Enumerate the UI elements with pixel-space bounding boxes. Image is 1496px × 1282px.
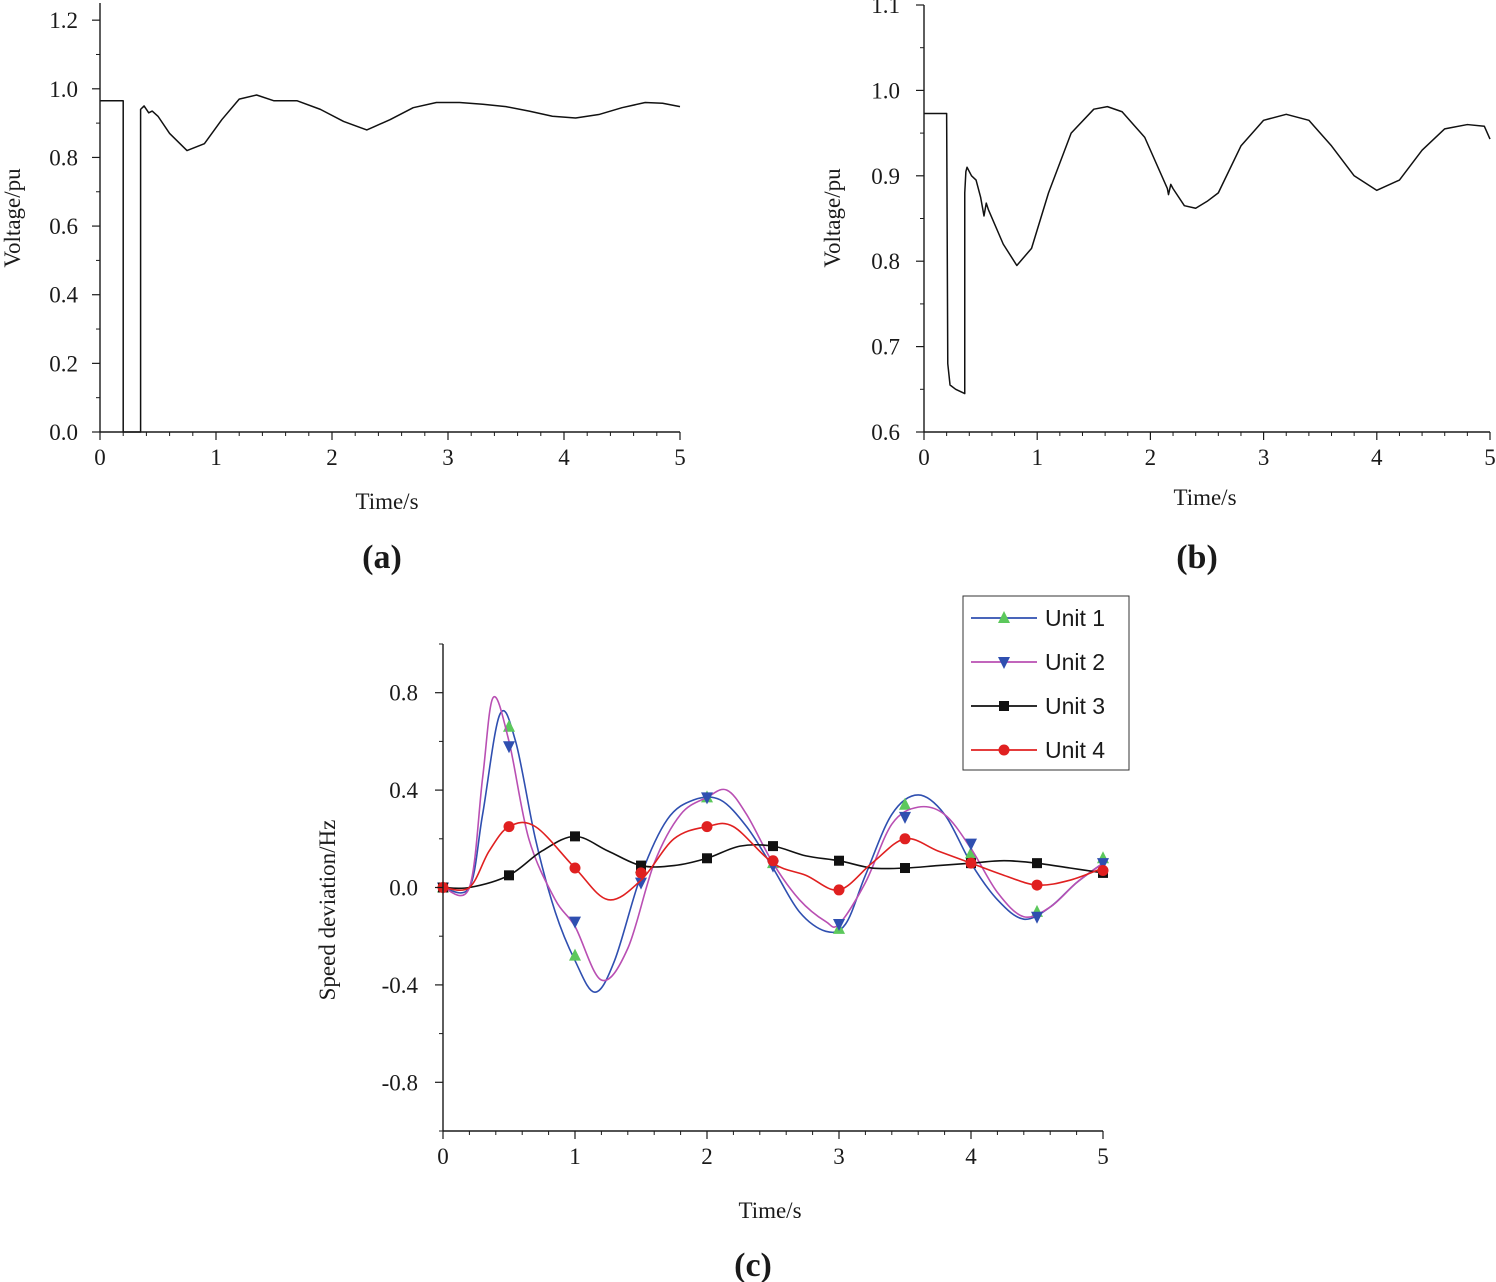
y-tick-label-b: 0.6: [871, 420, 900, 445]
data-point-c-1: [899, 797, 911, 810]
x-tick-label-a: 4: [558, 445, 570, 470]
y-axis-title-a: Voltage/pu: [0, 168, 25, 268]
chart-panel-a: 0 1 2 3 4 5 0.0 0.2 0.4 0.6 0.8 1.0 1.2 Time/s Volta…: [0, 3, 686, 576]
legend-marker-3: [999, 701, 1009, 711]
data-point-c-2: [503, 741, 515, 754]
x-axis-title-b: Time/s: [1173, 485, 1236, 510]
x-tick-label-b: 3: [1258, 445, 1270, 470]
chart-panel-b: 0 1 2 3 4 5 0.6 0.7 0.8 0.9 1.0 1.1 Time/s Voltage/…: [820, 0, 1496, 576]
y-tick-label-a: 0.0: [49, 420, 78, 445]
data-point-c-3: [768, 841, 778, 852]
data-point-c-4: [503, 821, 515, 833]
data-point-c-4: [701, 821, 713, 833]
y-tick-label-a: 0.6: [49, 214, 78, 239]
data-point-c-3: [504, 870, 514, 881]
y-tick-label-b: 0.7: [871, 335, 900, 360]
data-point-c-4: [767, 855, 779, 867]
y-axis-title-b: Voltage/pu: [820, 168, 845, 268]
y-tick-label-b: 1.0: [871, 78, 900, 103]
legend-label-3: Unit 3: [1045, 693, 1105, 719]
x-tick-label-a: 1: [210, 445, 222, 470]
data-point-c-4: [899, 833, 911, 845]
y-tick-label-c: -0.8: [382, 1070, 418, 1095]
y-tick-label-b: 0.8: [871, 249, 900, 274]
y-tick-label-a: 0.8: [49, 145, 78, 170]
data-point-c-1: [569, 948, 581, 961]
y-tick-label-a: 0.4: [49, 283, 78, 308]
series-line-c-4: [442, 821, 1104, 901]
legend-box: [962, 595, 1130, 771]
data-point-c-2: [701, 792, 713, 805]
data-point-c-3: [834, 855, 844, 866]
legend-marker-1: [998, 611, 1010, 623]
x-tick-label-a: 0: [94, 445, 106, 470]
y-tick-label-c: -0.4: [382, 973, 419, 998]
y-axis-title-c: Speed deviation/Hz: [315, 820, 340, 1001]
x-axis-title-c: Time/s: [738, 1198, 801, 1223]
data-point-c-2: [899, 811, 911, 824]
data-point-c-4: [1097, 864, 1109, 876]
x-tick-label-b: 5: [1484, 445, 1496, 470]
series-line-c-2: [442, 695, 1104, 982]
y-tick-label-c: 0.8: [389, 681, 418, 706]
data-point-c-4: [569, 862, 581, 874]
x-tick-label-b: 2: [1145, 445, 1157, 470]
data-point-c-3: [702, 853, 712, 864]
legend-label-4: Unit 4: [1045, 737, 1105, 763]
panel-label-c: (c): [734, 1247, 772, 1282]
series-line-b-1: [924, 105, 1491, 395]
y-tick-label-a: 1.0: [49, 77, 78, 102]
data-point-c-2: [833, 919, 845, 932]
x-tick-label-c: 0: [437, 1144, 449, 1169]
data-point-c-2: [569, 916, 581, 929]
x-tick-label-a: 3: [442, 445, 454, 470]
y-tick-label-c: 0.0: [389, 876, 418, 901]
x-tick-label-c: 4: [965, 1144, 977, 1169]
data-point-c-2: [635, 877, 647, 890]
panel-label-b: (b): [1176, 539, 1218, 576]
y-tick-label-a: 1.2: [49, 8, 78, 33]
x-tick-label-b: 0: [918, 445, 930, 470]
data-point-c-4: [833, 884, 845, 896]
data-point-c-2: [1097, 858, 1109, 871]
panel-label-a: (a): [362, 539, 402, 576]
legend-label-2: Unit 2: [1045, 649, 1105, 675]
y-tick-label-b: 0.9: [871, 164, 900, 189]
x-tick-label-a: 2: [326, 445, 338, 470]
y-tick-label-a: 0.2: [49, 351, 78, 376]
data-point-c-1: [965, 846, 977, 859]
series-line-a-1: [100, 94, 681, 433]
data-point-c-4: [965, 857, 977, 869]
legend-label-1: Unit 1: [1045, 605, 1105, 631]
x-tick-label-b: 4: [1371, 445, 1383, 470]
x-tick-label-c: 5: [1097, 1144, 1109, 1169]
data-point-c-3: [1032, 858, 1042, 869]
y-tick-label-b: 1.1: [871, 0, 900, 18]
x-tick-label-c: 2: [701, 1144, 713, 1169]
x-tick-label-c: 3: [833, 1144, 845, 1169]
data-point-c-2: [965, 838, 977, 851]
x-tick-label-a: 5: [674, 445, 686, 470]
x-tick-label-b: 1: [1031, 445, 1043, 470]
data-point-c-3: [636, 860, 646, 871]
data-point-c-3: [570, 831, 580, 842]
data-point-c-4: [635, 867, 647, 879]
x-tick-label-c: 1: [569, 1144, 581, 1169]
legend-marker-4: [998, 744, 1010, 756]
data-point-c-4: [1031, 879, 1043, 891]
legend-marker-2: [998, 657, 1010, 669]
y-tick-label-c: 0.4: [389, 778, 418, 803]
x-axis-title-a: Time/s: [355, 489, 418, 514]
data-point-c-3: [900, 863, 910, 874]
legend: Unit 1 Unit 2 Unit 3 Unit 4: [962, 595, 1130, 771]
data-point-c-2: [1031, 911, 1043, 924]
